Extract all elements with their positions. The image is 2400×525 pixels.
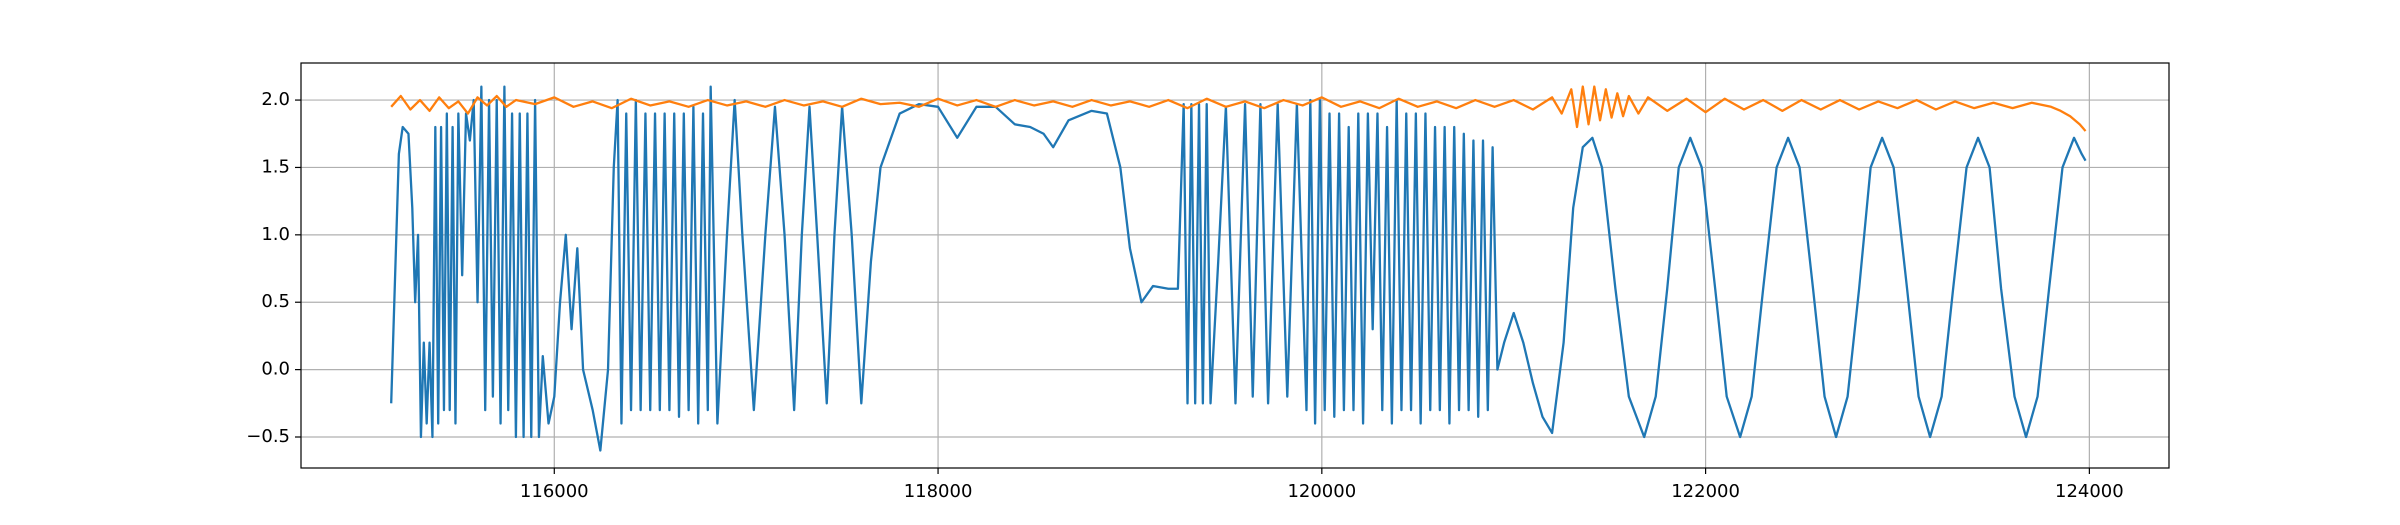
data-line [390,85,2087,452]
x-tick-label: 120000 [1287,481,1356,502]
x-tick-label: 116000 [520,481,589,502]
y-tick-label: 0.5 [261,291,290,312]
y-tick-label: 1.5 [261,156,290,177]
y-tick-label: 2.0 [261,89,290,110]
x-tick-label: 124000 [2055,481,2124,502]
data-line [390,85,2087,132]
x-tick-label: 118000 [904,481,973,502]
y-tick-label: 0.0 [261,359,290,380]
y-tick-label: −0.5 [246,426,290,447]
y-tick-label: 1.0 [261,224,290,245]
x-tick-label: 122000 [1671,481,1740,502]
plot-frame [300,62,2170,469]
